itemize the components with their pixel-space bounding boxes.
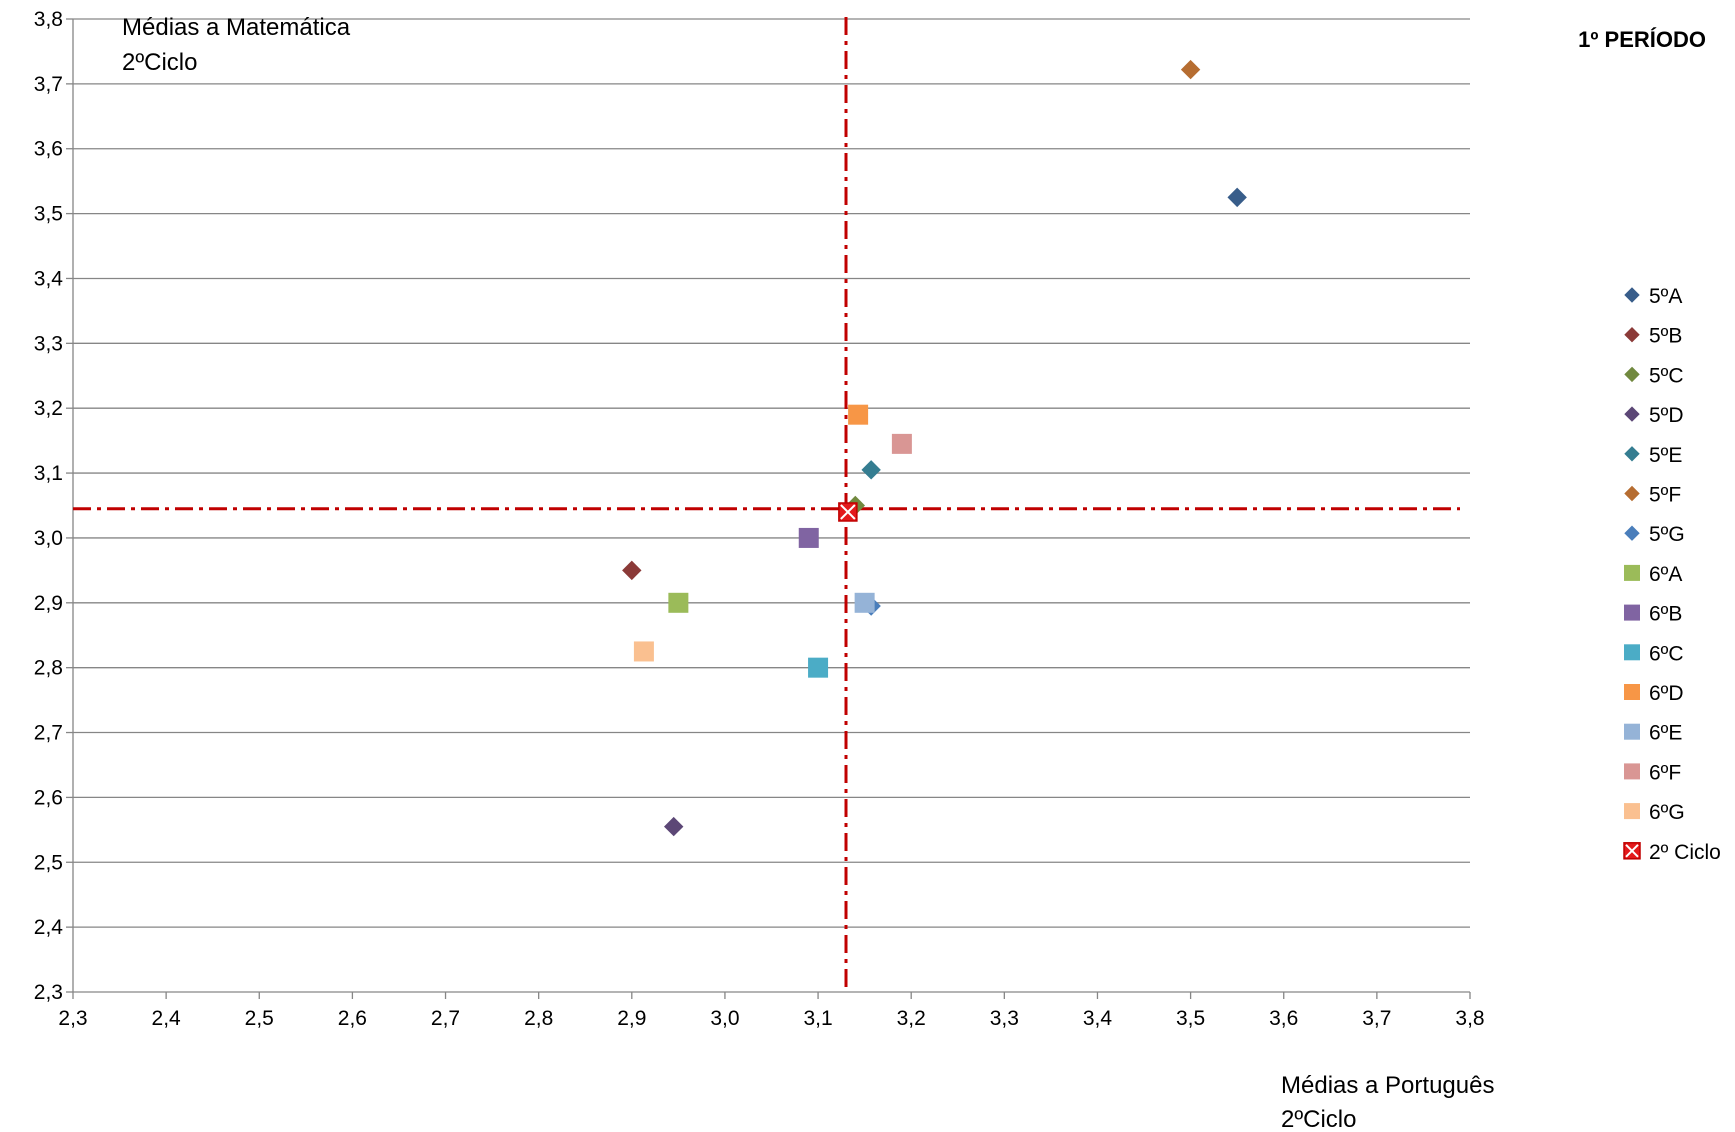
x-tick-label: 2,8 — [524, 1007, 553, 1030]
y-tick-label: 2,5 — [34, 851, 63, 874]
data-point — [633, 641, 654, 662]
x-tick-label: 3,0 — [710, 1007, 739, 1030]
axes: 2,3 2,4 2,5 2,6 2,7 2,8 2,9 3,0 3,1 3,2 3,3 3,4 3,5 3… — [34, 8, 1485, 1030]
y-tick-label: 3,4 — [34, 267, 64, 290]
legend-label: 6ºE — [1649, 722, 1682, 745]
legend-marker — [1624, 446, 1640, 462]
y-tick-label: 3,0 — [34, 527, 63, 550]
legend-marker — [1624, 326, 1640, 343]
data-point — [622, 560, 642, 581]
x-tick-label: 2,7 — [431, 1007, 460, 1030]
data-point — [798, 527, 819, 548]
legend-label: 5ºB — [1649, 325, 1682, 348]
x-tick-label: 2,4 — [152, 1007, 182, 1030]
legend-label: 5ºC — [1649, 364, 1684, 387]
x-tick-label: 3,8 — [1455, 1007, 1484, 1030]
y-tick-label: 3,7 — [34, 73, 63, 96]
x-axis-label: 2ºCiclo — [1281, 1106, 1356, 1132]
legend: 5ºA 5ºB 5ºC 5ºD 5ºE 5ºF 5ºG 6ºA 6ºB 6ºC 6ºD 6ºE 6ºF 6… — [1623, 285, 1721, 864]
legend-marker — [1624, 644, 1640, 661]
y-tick-label: 3,3 — [34, 332, 63, 355]
legend-marker — [1624, 564, 1640, 581]
y-tick-label: 2,4 — [34, 916, 64, 939]
y-tick-label: 2,3 — [34, 981, 63, 1004]
y-tick-label: 3,5 — [34, 203, 63, 226]
legend-marker — [1624, 525, 1640, 541]
legend-marker — [1624, 406, 1640, 422]
x-tick-label: 3,1 — [803, 1007, 832, 1030]
legend-marker — [1623, 842, 1641, 860]
x-tick-label: 3,4 — [1083, 1007, 1113, 1030]
axis-labels: Médias a Matemática 2ºCiclo Médias a Portu… — [122, 14, 1706, 1132]
gridlines — [73, 18, 1470, 928]
x-tick-label: 2,5 — [245, 1007, 274, 1030]
legend-marker — [1624, 723, 1640, 740]
legend-label: 6ºB — [1649, 603, 1682, 626]
legend-marker — [1624, 604, 1640, 621]
x-axis-label: Médias a Português — [1281, 1072, 1494, 1099]
legend-label: 6ºA — [1649, 563, 1682, 586]
legend-label: 5ºF — [1649, 484, 1681, 507]
legend-label: 2º Ciclo — [1649, 841, 1721, 864]
y-tick-label: 3,8 — [34, 8, 63, 31]
reference-lines — [73, 17, 1460, 992]
legend-label: 6ºC — [1649, 642, 1684, 665]
data-point — [808, 657, 829, 678]
data-points — [622, 59, 1247, 837]
legend-marker — [1624, 803, 1640, 820]
x-tick-label: 2,3 — [58, 1007, 87, 1030]
y-tick-label: 2,9 — [34, 592, 63, 615]
y-tick-label: 2,7 — [34, 722, 63, 745]
legend-marker — [1624, 684, 1640, 700]
y-tick-label: 2,8 — [34, 657, 63, 680]
y-axis-label: Médias a Matemática — [122, 14, 351, 41]
x-tick-label: 3,2 — [897, 1007, 926, 1030]
data-point — [848, 404, 869, 425]
data-point — [1227, 187, 1247, 208]
legend-label: 5ºD — [1649, 404, 1684, 427]
legend-label: 6ºG — [1649, 801, 1685, 824]
data-point — [664, 816, 684, 837]
y-tick-label: 2,6 — [34, 786, 63, 809]
data-point — [854, 592, 875, 613]
data-point — [1180, 59, 1201, 80]
legend-label: 6ºF — [1649, 761, 1681, 784]
x-tick-label: 2,9 — [617, 1007, 646, 1030]
data-point — [838, 502, 858, 522]
legend-marker — [1624, 485, 1640, 502]
chart-title: 1º PERÍODO — [1578, 27, 1706, 52]
y-axis-label: 2ºCiclo — [122, 49, 197, 76]
y-tick-label: 3,6 — [34, 138, 63, 161]
legend-label: 5ºA — [1649, 285, 1682, 308]
legend-marker — [1624, 287, 1640, 303]
y-tick-label: 3,1 — [34, 462, 63, 485]
legend-marker — [1624, 763, 1640, 780]
data-point — [668, 592, 689, 613]
data-point — [861, 460, 881, 480]
legend-marker — [1624, 366, 1640, 383]
x-tick-label: 3,5 — [1176, 1007, 1205, 1030]
x-tick-label: 3,6 — [1269, 1007, 1298, 1030]
data-point — [891, 433, 912, 454]
x-tick-label: 3,7 — [1362, 1007, 1391, 1030]
legend-label: 5ºG — [1649, 523, 1685, 546]
legend-label: 5ºE — [1649, 444, 1682, 467]
x-tick-label: 3,3 — [990, 1007, 1019, 1030]
x-tick-label: 2,6 — [338, 1007, 367, 1030]
legend-label: 6ºD — [1649, 682, 1684, 705]
y-tick-label: 3,2 — [34, 397, 63, 420]
